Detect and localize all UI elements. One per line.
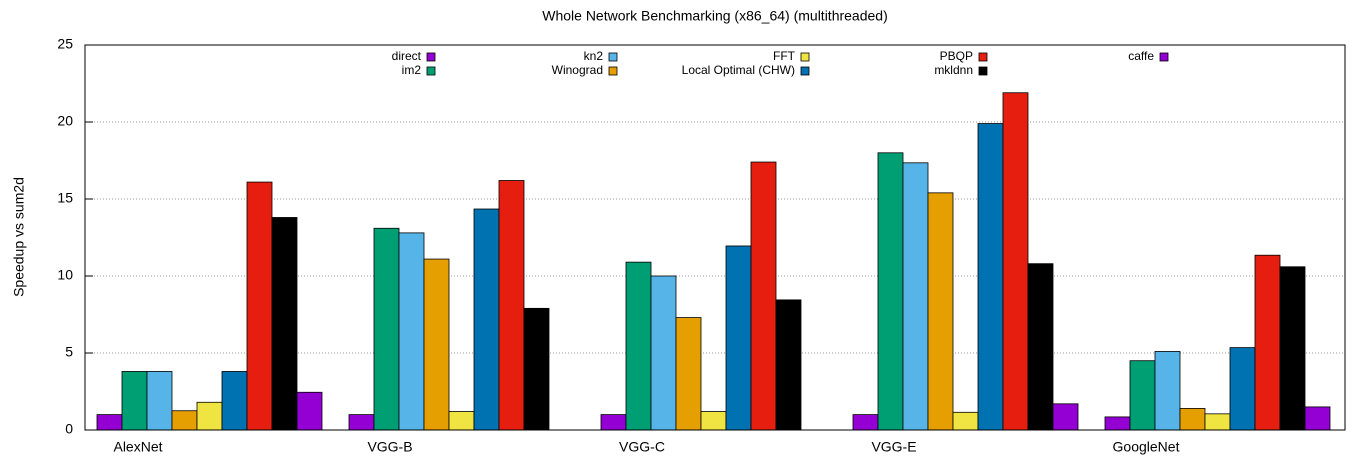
legend-swatch [800, 52, 810, 62]
legend-label: caffe [1128, 49, 1154, 63]
bar [221, 371, 248, 431]
bar [600, 414, 627, 431]
bar [271, 217, 298, 431]
bar [196, 401, 223, 431]
bar [1129, 360, 1156, 431]
y-tick-label: 10 [57, 267, 73, 283]
bar [448, 411, 475, 431]
bar [877, 152, 904, 431]
bar [1052, 403, 1079, 431]
legend-label: FFT [773, 49, 796, 63]
bar [1254, 254, 1281, 431]
bar [927, 192, 954, 431]
bar [96, 414, 123, 431]
bar [373, 227, 400, 431]
legend-swatch [978, 66, 988, 76]
bar [775, 299, 802, 431]
legend-swatch [978, 52, 988, 62]
bar [1179, 408, 1206, 431]
legend-swatch [426, 66, 436, 76]
x-tick-label: VGG-E [871, 439, 916, 455]
bar [121, 371, 148, 431]
legend-label: kn2 [584, 49, 604, 63]
bar [423, 258, 450, 431]
bar [171, 410, 198, 431]
legend-label: Local Optimal (CHW) [682, 63, 795, 77]
bar [1279, 266, 1306, 431]
y-tick-label: 15 [57, 190, 73, 206]
bar [625, 261, 652, 431]
bar [1154, 351, 1181, 431]
x-tick-label: VGG-C [619, 439, 665, 455]
bar [146, 371, 173, 431]
y-tick-label: 25 [57, 36, 73, 52]
bar [725, 245, 752, 431]
legend-swatch [800, 66, 810, 76]
legend-swatch [608, 52, 618, 62]
bar [952, 411, 979, 431]
bar [977, 123, 1004, 431]
bar [398, 232, 425, 431]
y-tick-label: 20 [57, 113, 73, 129]
chart-title: Whole Network Benchmarking (x86_64) (mul… [542, 8, 887, 24]
bar [650, 275, 677, 431]
legend-label: mkldnn [934, 63, 973, 77]
bar [902, 162, 929, 431]
legend-swatch [1159, 52, 1169, 62]
bar [1304, 406, 1331, 431]
bar [1027, 263, 1054, 431]
legend-swatch [426, 52, 436, 62]
bar [498, 180, 525, 431]
x-tick-label: AlexNet [113, 439, 162, 455]
legend-swatch [608, 66, 618, 76]
bar [750, 161, 777, 431]
legend-label: im2 [402, 63, 422, 77]
y-tick-label: 5 [65, 344, 73, 360]
legend-label: Winograd [552, 63, 603, 77]
bar [1104, 416, 1131, 431]
legend-label: direct [392, 49, 422, 63]
bar [1002, 92, 1029, 431]
bar [473, 208, 500, 431]
bar [348, 414, 375, 431]
legend-label: PBQP [940, 49, 973, 63]
bar [246, 181, 273, 431]
bar [1204, 413, 1231, 431]
y-tick-label: 0 [65, 421, 73, 437]
bar [852, 414, 879, 431]
bar [700, 411, 727, 431]
x-tick-label: GoogleNet [1113, 439, 1180, 455]
y-axis-label: Speedup vs sum2d [11, 177, 27, 297]
bar [1229, 347, 1256, 431]
bar [675, 317, 702, 431]
bar [296, 391, 323, 431]
plot-border [84, 44, 1346, 431]
x-tick-label: VGG-B [367, 439, 412, 455]
bar [523, 307, 550, 431]
